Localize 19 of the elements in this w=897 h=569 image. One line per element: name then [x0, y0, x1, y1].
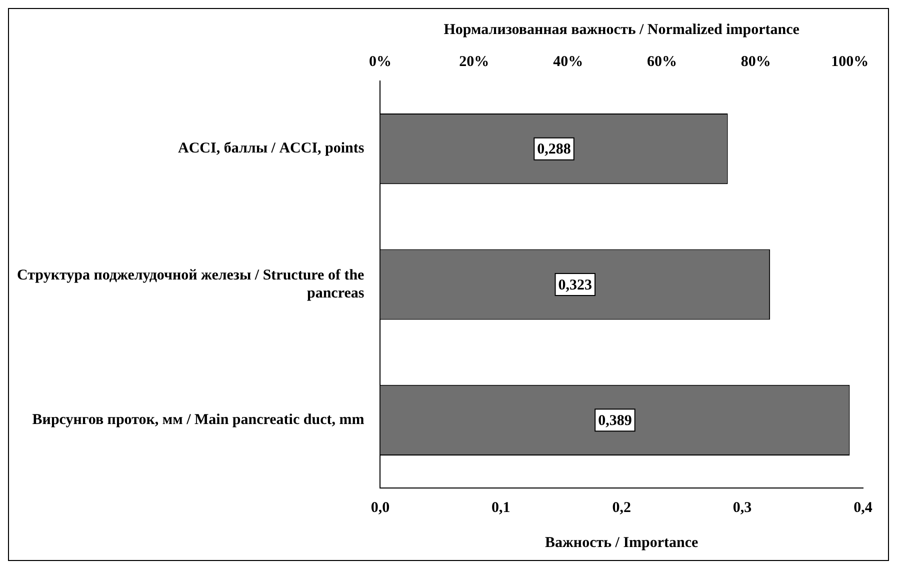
x2-axis-title: Нормализованная важность / Normalized importance [444, 22, 800, 38]
x-tick-label: 0,4 [854, 500, 873, 516]
x2-tick-label: 100% [831, 54, 869, 70]
y-tick-label: Вирсунгов проток, мм / Main pancreatic duct, mm [32, 412, 365, 428]
x-tick-label: 0,1 [492, 500, 510, 516]
y-tick-label: ACCI, баллы / ACCI, points [178, 140, 364, 157]
x-tick-label: 0,3 [732, 500, 752, 516]
x2-tick-label: 60% [647, 54, 677, 70]
data-label: 0,288 [537, 142, 571, 158]
data-label: 0,323 [558, 277, 592, 294]
y-tick-label: Структура поджелудочной железы / Structure of the pancreas [16, 267, 365, 302]
x2-tick-label: 80% [740, 54, 771, 70]
data-label: 0,389 [598, 413, 632, 430]
x-axis-title: Важность / Importance [545, 534, 699, 551]
x-tick-label: 0,2 [612, 500, 631, 516]
x2-tick-label: 40% [553, 54, 584, 70]
x-tick-label: 0,0 [370, 500, 390, 516]
x2-tick-label: 0% [368, 54, 392, 70]
x2-tick-label: 20% [459, 54, 490, 70]
